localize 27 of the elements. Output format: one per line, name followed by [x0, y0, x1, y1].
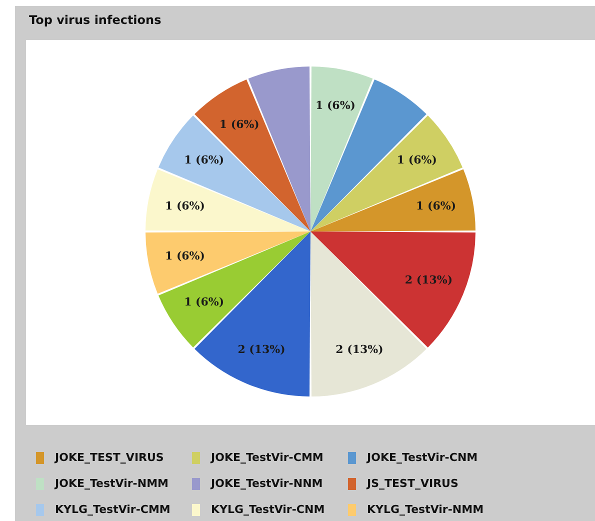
data-label: 1 (6%) [164, 249, 205, 262]
pie-slice [146, 169, 310, 232]
pie-slice [310, 116, 463, 232]
data-label: 1 (6%) [396, 153, 437, 166]
data-label: 1 (6%) [164, 200, 205, 213]
legend-label: KYLG_TestVir-CNM [211, 503, 325, 516]
pie-slice [146, 232, 310, 294]
legend-label: JOKE_TestVir-CMM [210, 451, 324, 464]
data-label: 1 (6%) [184, 296, 224, 309]
pie-slice [158, 116, 310, 232]
data-label: 2 (13%) [238, 342, 286, 356]
legend-label: JOKE_TEST_VIRUS [54, 451, 164, 464]
legend-label: KYLG_TestVir-CMM [55, 503, 170, 516]
pie-slice [310, 169, 476, 232]
legend-label: JS_TEST_VIRUS [366, 477, 458, 490]
data-label: 2 (13%) [404, 273, 453, 286]
data-label: 1 (6%) [219, 118, 260, 132]
data-label: 2 (13%) [336, 342, 384, 356]
legend-label: JOKE_TestVir-CNM [366, 451, 478, 464]
data-label: 1 (6%) [315, 98, 356, 112]
data-label: 1 (6%) [416, 200, 456, 213]
legend-label: KYLG_TestVir-NMM [367, 503, 484, 516]
legend-label: JOKE_TestVir-NNM [210, 477, 323, 490]
pie-slice [310, 66, 373, 232]
legend-label: JOKE_TestVir-NMM [54, 477, 168, 490]
chart-title: Top virus infections [29, 13, 162, 27]
data-label: 1 (6%) [184, 153, 224, 166]
